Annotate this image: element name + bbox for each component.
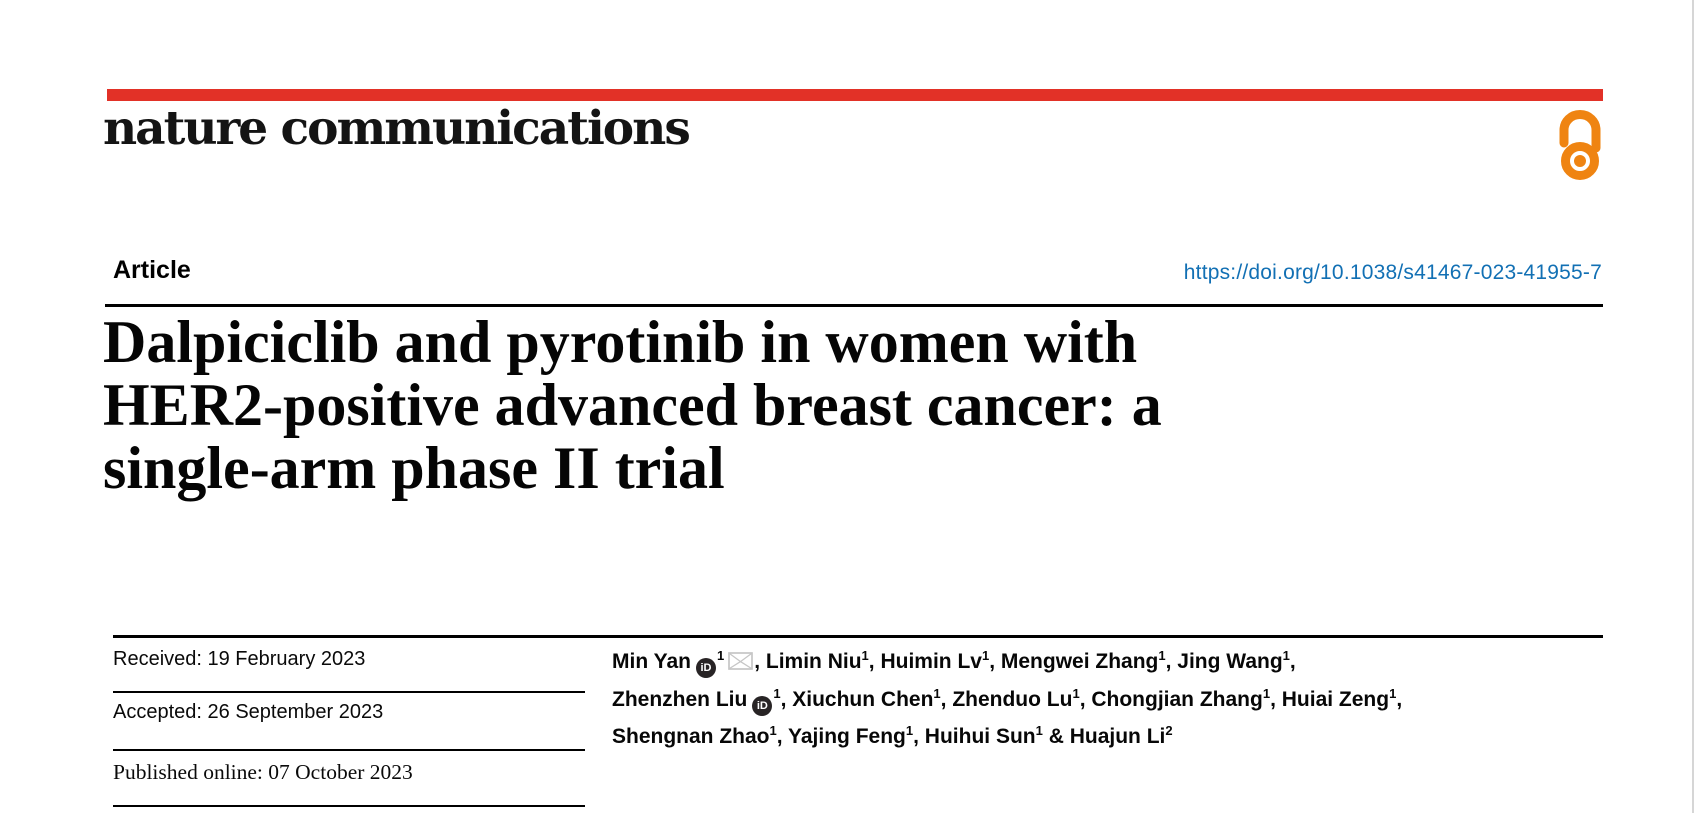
author-name: Limin Niu	[765, 650, 862, 673]
author-affiliation-sup: 1	[933, 685, 941, 701]
author-separator: ,	[1270, 687, 1282, 711]
author-name: Huajun Li	[1069, 725, 1166, 748]
author-name: Mengwei Zhang	[1000, 650, 1159, 673]
author-name: Jing Wang	[1177, 650, 1283, 673]
author-name: Huiai Zeng	[1281, 687, 1390, 711]
author-name: Huimin Lv	[880, 650, 982, 673]
accepted-date: Accepted: 26 September 2023	[113, 701, 585, 724]
author-name: Xiuchun Chen	[792, 687, 934, 711]
email-envelope-icon[interactable]	[728, 652, 754, 675]
author-affiliation-sup: 1	[1282, 648, 1290, 663]
author-affiliation-sup: 1	[716, 648, 725, 663]
author-separator: ,	[989, 650, 1001, 673]
author-name: Shengnan Zhao	[612, 725, 770, 748]
orcid-icon[interactable]: iD	[695, 658, 716, 678]
title-top-rule	[105, 304, 1603, 307]
author-name: Min Yan	[612, 650, 691, 673]
author-affiliation-sup: 1	[905, 723, 914, 738]
accepted-label: Accepted:	[113, 701, 202, 723]
doi-link[interactable]: https://doi.org/10.1038/s41467-023-41955…	[1183, 261, 1602, 284]
accepted-rule	[113, 749, 585, 751]
published-value: 07 October 2023	[268, 760, 413, 784]
author-affiliation-sup: 2	[1165, 723, 1173, 738]
author-affiliation-sup: 1	[981, 648, 990, 663]
author-name: Chongjian Zhang	[1091, 687, 1263, 711]
author-name: Zhenduo Lu	[952, 687, 1073, 711]
author-affiliation-sup: 1	[1262, 685, 1271, 701]
history-top-rule	[113, 635, 1603, 638]
author-separator: ,	[940, 687, 953, 711]
author-name: Huihui Sun	[924, 725, 1036, 748]
author-name: Yajing Feng	[788, 725, 906, 748]
author-affiliation-sup: 1	[773, 685, 781, 701]
journal-logo: nature communications	[103, 101, 691, 156]
received-date: Received: 19 February 2023	[113, 648, 585, 671]
author-affiliation-sup: 1	[1389, 685, 1397, 701]
author-separator: ,	[1079, 687, 1092, 711]
author-name: Zhenzhen Liu	[612, 687, 748, 711]
author-line: Shengnan Zhao1, Yajing Feng1, Huihui Sun…	[612, 719, 1622, 757]
author-separator: ,	[1289, 650, 1296, 673]
article-title-line-2: HER2-positive advanced breast cancer: a	[103, 372, 1162, 438]
author-affiliation-sup: 1	[1072, 685, 1080, 701]
article-title-line-3: single-arm phase II trial	[103, 435, 725, 501]
author-separator: ,	[868, 650, 881, 673]
article-kicker: Article	[113, 256, 191, 284]
author-affiliation-sup: 1	[1035, 723, 1043, 738]
author-separator: ,	[1396, 687, 1403, 711]
received-label: Received:	[113, 648, 202, 670]
author-separator: ,	[1165, 650, 1178, 673]
author-affiliation-sup: 1	[1158, 648, 1166, 663]
published-date: Published online: 07 October 2023	[113, 760, 585, 785]
author-separator: ,	[780, 687, 793, 711]
author-affiliation-sup: 1	[861, 648, 869, 663]
author-separator: ,	[754, 650, 766, 673]
author-separator: ,	[776, 725, 789, 748]
author-affiliation-sup: 1	[769, 723, 777, 738]
received-value: 19 February 2023	[207, 648, 366, 670]
accepted-value: 26 September 2023	[207, 701, 384, 723]
open-access-icon	[1555, 109, 1603, 189]
published-rule	[113, 805, 585, 807]
author-separator: ,	[913, 725, 925, 748]
page-edge-line	[1692, 0, 1694, 813]
author-list: Min Yan iD1, Limin Niu1, Huimin Lv1, Meng…	[612, 644, 1622, 757]
author-separator: &	[1042, 725, 1070, 748]
article-title: Dalpiciclib and pyrotinib in women with …	[103, 311, 1453, 500]
article-title-line-1: Dalpiciclib and pyrotinib in women with	[103, 309, 1138, 375]
brand-red-bar	[107, 89, 1603, 101]
author-line: Zhenzhen Liu iD1, Xiuchun Chen1, Zhenduo …	[612, 682, 1622, 720]
published-label: Published online:	[113, 760, 263, 784]
orcid-icon[interactable]: iD	[752, 695, 773, 716]
author-line: Min Yan iD1, Limin Niu1, Huimin Lv1, Meng…	[612, 644, 1622, 682]
received-rule	[113, 691, 585, 693]
